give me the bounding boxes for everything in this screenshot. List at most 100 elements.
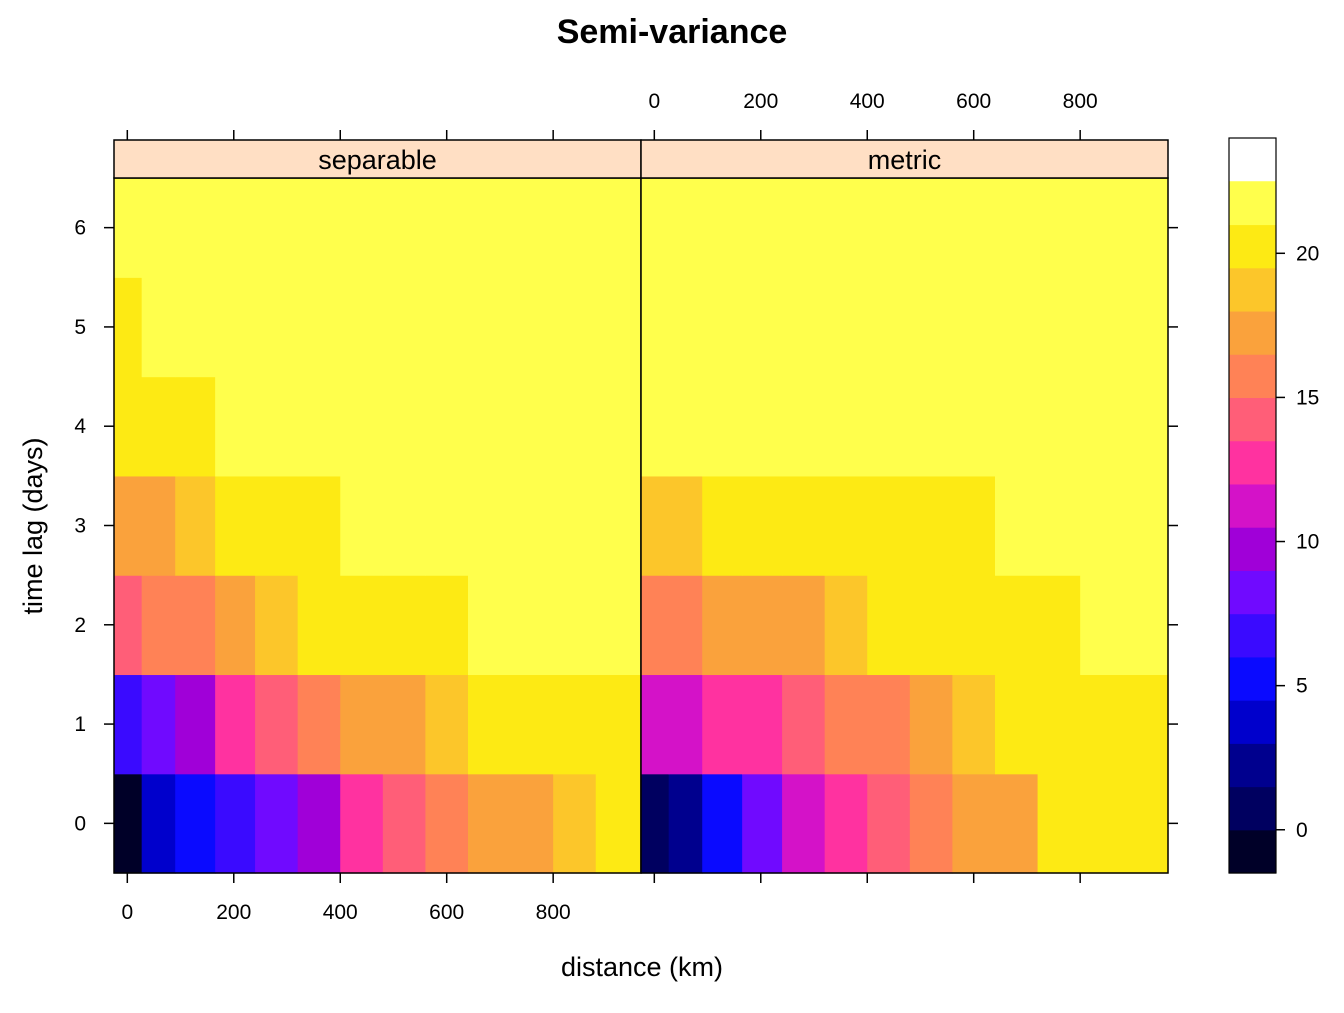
heatmap-cell bbox=[382, 178, 427, 278]
heatmap-cell bbox=[553, 575, 597, 676]
heatmap-cell bbox=[909, 277, 954, 378]
colorkey-swatch bbox=[1229, 613, 1276, 658]
heatmap-cell bbox=[255, 277, 299, 378]
heatmap-cell bbox=[141, 674, 176, 775]
heatmap-cell bbox=[952, 277, 996, 378]
heatmap-cell bbox=[782, 674, 826, 775]
heatmap-cell bbox=[782, 575, 826, 676]
heatmap-cell bbox=[952, 178, 996, 278]
heatmap-cell bbox=[553, 178, 597, 278]
heatmap-cell bbox=[1080, 277, 1124, 378]
heatmap-cell bbox=[668, 376, 703, 477]
colorkey-tick-label: 20 bbox=[1296, 242, 1319, 265]
heatmap-cell bbox=[742, 674, 783, 775]
heatmap-cell bbox=[297, 674, 341, 775]
heatmap-cell bbox=[702, 773, 743, 874]
heatmap-cell bbox=[297, 178, 341, 278]
heatmap-cell bbox=[1037, 475, 1081, 576]
heatmap-cell bbox=[952, 475, 996, 576]
heatmap-cell bbox=[1080, 376, 1124, 477]
heatmap-cell bbox=[952, 575, 996, 676]
heatmap-cell bbox=[175, 277, 216, 378]
heatmap-cell bbox=[255, 376, 299, 477]
heatmap-cell bbox=[382, 277, 427, 378]
heatmap-cell bbox=[909, 575, 954, 676]
heatmap-cell bbox=[175, 773, 216, 874]
heatmap-cell bbox=[595, 575, 642, 676]
x-tick-label: 0 bbox=[121, 901, 133, 924]
heatmap-cell bbox=[467, 674, 512, 775]
heatmap-cell bbox=[1037, 575, 1081, 676]
heatmap-cell bbox=[994, 773, 1039, 874]
heatmap-cell bbox=[867, 575, 911, 676]
heatmap-cell bbox=[867, 773, 911, 874]
heatmap-cell bbox=[595, 277, 642, 378]
heatmap-cell bbox=[641, 773, 670, 874]
heatmap-cell bbox=[867, 376, 911, 477]
heatmap-cell bbox=[641, 178, 670, 278]
x-tick-label: 200 bbox=[743, 90, 778, 113]
heatmap-cell bbox=[467, 178, 512, 278]
heatmap-cell bbox=[1080, 178, 1124, 278]
heatmap-cell bbox=[867, 277, 911, 378]
heatmap-cell bbox=[510, 773, 554, 874]
heatmap-cell bbox=[1122, 773, 1169, 874]
colorkey-swatch bbox=[1229, 440, 1276, 485]
colorkey-swatch bbox=[1229, 483, 1276, 528]
heatmap-cell bbox=[595, 475, 642, 576]
x-tick-label: 600 bbox=[956, 90, 991, 113]
heatmap-cell bbox=[867, 674, 911, 775]
heatmap-cell bbox=[742, 178, 783, 278]
heatmap-cell bbox=[114, 773, 143, 874]
heatmap-cell bbox=[782, 178, 826, 278]
heatmap-cell bbox=[114, 475, 143, 576]
heatmap-cell bbox=[702, 178, 743, 278]
y-tick-label: 2 bbox=[74, 614, 86, 637]
heatmap-cell bbox=[952, 773, 996, 874]
axes-layer: 0 200 400 600 800 0 200 400 600 800 0 1 2 3 4 5 6 bbox=[74, 90, 1178, 924]
heatmap-cell bbox=[425, 277, 469, 378]
heatmap-cell bbox=[702, 674, 743, 775]
heatmap-cell bbox=[782, 376, 826, 477]
heatmap-cell bbox=[382, 674, 427, 775]
heatmap-cell bbox=[297, 376, 341, 477]
heatmap-cell bbox=[1037, 773, 1081, 874]
heatmap-cell bbox=[1122, 376, 1169, 477]
colorkey-tick-label: 15 bbox=[1296, 386, 1319, 409]
heatmap-cell bbox=[467, 376, 512, 477]
heatmap-cell bbox=[340, 277, 384, 378]
heatmap-cell bbox=[215, 178, 256, 278]
heatmap-cell bbox=[668, 475, 703, 576]
y-tick-label: 3 bbox=[74, 515, 86, 538]
heatmap-cell bbox=[824, 376, 868, 477]
colorkey-swatch bbox=[1229, 570, 1276, 615]
y-tick-label: 6 bbox=[74, 217, 86, 240]
x-tick-label: 800 bbox=[536, 901, 571, 924]
heatmap-cell bbox=[1037, 277, 1081, 378]
heatmap-cell bbox=[114, 674, 143, 775]
heatmap-cell bbox=[994, 475, 1039, 576]
heatmap-cell bbox=[595, 376, 642, 477]
heatmap-cell bbox=[782, 475, 826, 576]
heatmap-cell bbox=[641, 376, 670, 477]
heatmap-cell bbox=[668, 575, 703, 676]
heatmap-cell bbox=[909, 773, 954, 874]
heatmap-cell bbox=[1037, 178, 1081, 278]
heatmap-cell bbox=[141, 575, 176, 676]
heatmap-cell bbox=[824, 178, 868, 278]
heatmap-cell bbox=[952, 376, 996, 477]
colorkey-swatch bbox=[1229, 267, 1276, 312]
colorkey-tick-label: 10 bbox=[1296, 531, 1319, 554]
heatmap-cell bbox=[297, 773, 341, 874]
heatmap-cell bbox=[1122, 674, 1169, 775]
heatmap-cell bbox=[782, 277, 826, 378]
heatmap-cell bbox=[425, 178, 469, 278]
heatmap-cell bbox=[141, 475, 176, 576]
colorkey-swatch bbox=[1229, 700, 1276, 744]
heatmap-cell bbox=[668, 773, 703, 874]
heatmap-cell bbox=[141, 277, 176, 378]
heatmap-cell bbox=[425, 376, 469, 477]
strip-label: separable bbox=[318, 145, 437, 175]
heatmap-cell bbox=[909, 376, 954, 477]
